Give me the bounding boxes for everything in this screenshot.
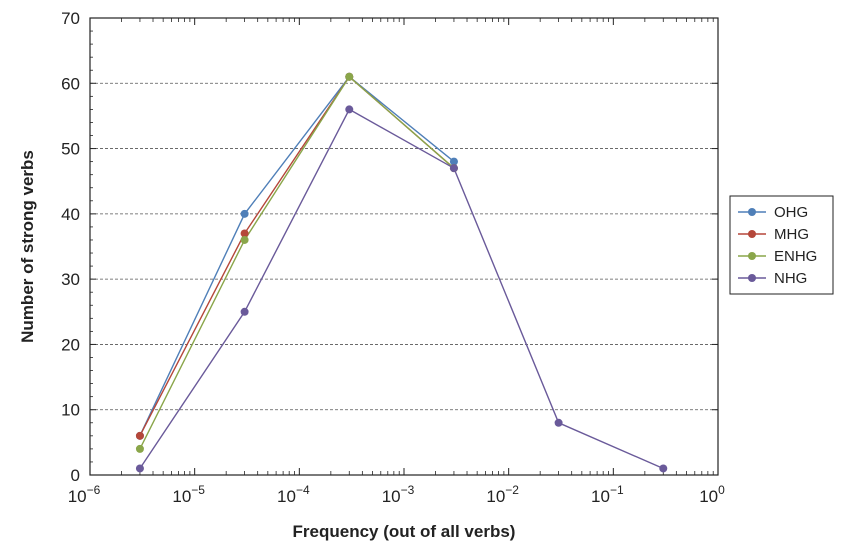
legend: OHG MHG ENHG NHG	[729, 195, 834, 295]
x-tick-label: 10−6	[68, 483, 101, 506]
axes: 0 10 20 30 40 50 60 70 10−6 10−5 10−4 10−3 10−2 10−1 1…	[61, 9, 725, 506]
data-point-mhg	[135, 431, 144, 440]
legend-swatch-marker	[748, 230, 756, 238]
x-tick-label: 10−1	[591, 483, 624, 506]
series-line-ohg	[139, 75, 455, 437]
y-tick-label: 40	[61, 205, 80, 224]
y-tick-label: 0	[71, 466, 80, 485]
series-lines	[135, 72, 668, 473]
x-tick-label: 10−4	[277, 483, 310, 506]
data-point-nhg	[554, 418, 563, 427]
data-point-nhg	[659, 464, 668, 473]
data-point-mhg	[240, 229, 249, 238]
data-point-nhg	[345, 105, 354, 114]
y-tick-label: 70	[61, 9, 80, 28]
legend-label-enhg: ENHG	[774, 248, 817, 265]
data-point-enhg	[240, 235, 249, 244]
y-tick-label: 60	[61, 74, 80, 93]
legend-swatch-marker	[748, 252, 756, 260]
legend-label-nhg: NHG	[774, 270, 807, 287]
data-point-enhg	[345, 72, 354, 81]
y-tick-label: 20	[61, 335, 80, 354]
data-point-ohg	[240, 209, 249, 218]
x-tick-label: 10−5	[172, 483, 205, 506]
x-tick-label: 10−3	[382, 483, 415, 506]
data-point-nhg	[240, 307, 249, 316]
plot-frame	[89, 17, 719, 476]
legend-swatch-marker	[748, 274, 756, 282]
data-point-ohg	[449, 157, 458, 166]
x-tick-label: 10−2	[486, 483, 519, 506]
data-point-enhg	[135, 444, 144, 453]
y-tick-label: 30	[61, 270, 80, 289]
y-tick-label: 50	[61, 140, 80, 159]
series-line-enhg	[139, 75, 455, 450]
data-point-nhg	[135, 464, 144, 473]
x-axis-title: Frequency (out of all verbs)	[293, 522, 516, 541]
legend-swatch-marker	[748, 208, 756, 216]
legend-label-mhg: MHG	[774, 226, 809, 243]
legend-label-ohg: OHG	[774, 204, 808, 221]
data-point-nhg	[449, 164, 458, 173]
x-tick-label: 100	[699, 483, 725, 506]
y-tick-label: 10	[61, 401, 80, 420]
y-axis-title: Number of strong verbs	[18, 150, 37, 343]
series-line-mhg	[139, 75, 455, 437]
series-line-nhg	[139, 108, 664, 470]
